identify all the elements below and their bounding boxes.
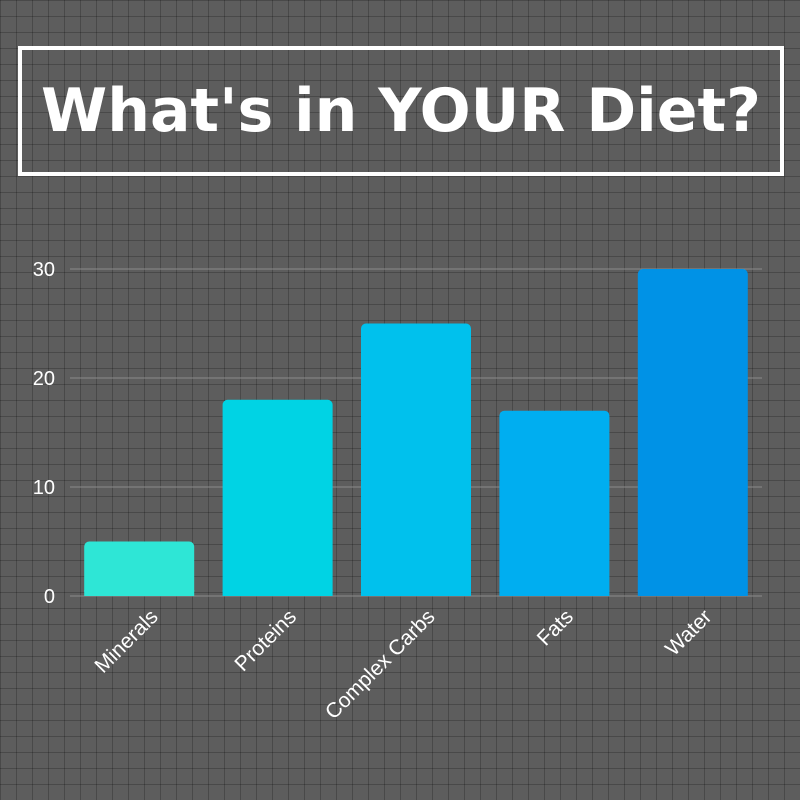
- x-tick-label: Complex Carbs: [321, 605, 440, 724]
- chart-title: What's in YOUR Diet?: [41, 76, 761, 146]
- bar-base: [84, 590, 195, 596]
- bar: [499, 410, 610, 596]
- bar-base: [361, 590, 471, 596]
- y-tick-label: 30: [33, 259, 55, 281]
- x-tick-label: Minerals: [90, 605, 162, 677]
- x-tick-label: Fats: [533, 605, 578, 650]
- y-tick-label: 0: [44, 586, 55, 608]
- title-box: What's in YOUR Diet?: [18, 46, 784, 176]
- bar-base: [637, 590, 748, 596]
- bar-base: [222, 590, 333, 596]
- bar: [361, 323, 471, 596]
- x-tick-label: Water: [661, 605, 716, 660]
- bar-base: [499, 590, 610, 596]
- x-tick-label: Proteins: [230, 605, 301, 676]
- bar: [637, 269, 748, 596]
- y-tick-label: 10: [33, 477, 55, 499]
- bar: [222, 399, 333, 596]
- bar: [84, 541, 195, 596]
- y-tick-label: 20: [33, 368, 55, 390]
